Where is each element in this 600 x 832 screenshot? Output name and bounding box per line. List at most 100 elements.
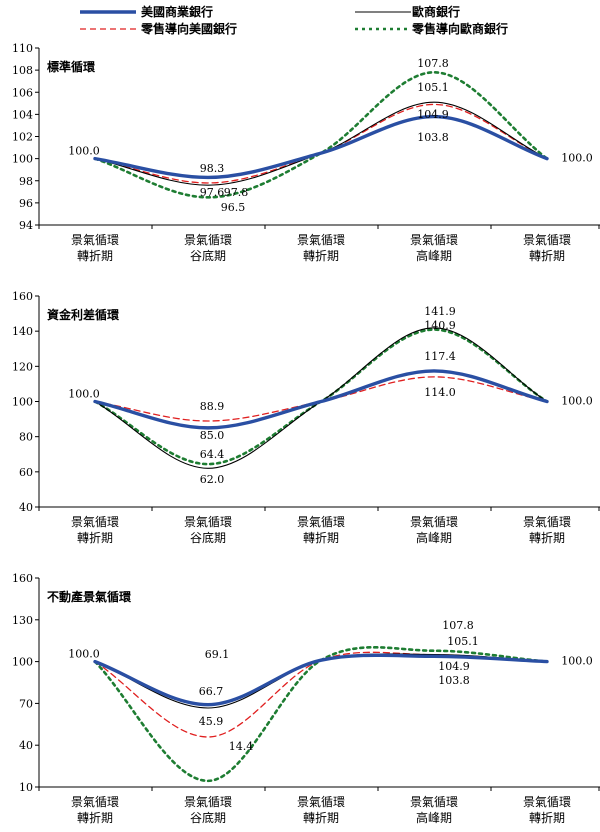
panel-title: 標準循環 — [47, 59, 96, 74]
y-tick-label: 104 — [12, 108, 33, 121]
data-label: 45.9 — [199, 715, 224, 728]
x-category-label: 景氣循環 — [184, 233, 232, 247]
y-tick-label: 140 — [12, 325, 33, 338]
y-tick-label: 108 — [12, 64, 33, 77]
data-label: 104.9 — [417, 108, 449, 121]
data-label: 100.0 — [561, 152, 593, 165]
x-category-label: 轉折期 — [77, 248, 113, 263]
series-line — [93, 71, 549, 199]
x-category-label: 景氣循環 — [297, 515, 345, 529]
data-label: 100.0 — [68, 648, 100, 661]
series-line — [93, 653, 549, 707]
y-tick-label: 106 — [12, 86, 33, 99]
y-tick-label: 100 — [12, 396, 33, 409]
x-category-label: 景氣循環 — [523, 795, 571, 809]
series-line — [93, 369, 549, 430]
x-category-label: 景氣循環 — [410, 795, 458, 809]
data-label: 97.8 — [224, 186, 249, 199]
data-label: 105.1 — [447, 635, 479, 648]
data-label: 98.3 — [200, 162, 225, 175]
y-tick-label: 100 — [12, 656, 33, 669]
x-category-label: 景氣循環 — [297, 233, 345, 247]
y-tick-label: 40 — [19, 501, 33, 514]
x-category-label: 轉折期 — [303, 530, 339, 545]
y-tick-label: 80 — [19, 431, 33, 444]
y-tick-label: 110 — [12, 42, 33, 55]
data-label: 96.5 — [221, 201, 246, 214]
panel-title: 資金利差循環 — [47, 307, 120, 322]
series-line — [93, 328, 549, 466]
data-label: 100.0 — [561, 655, 593, 668]
x-category-label: 景氣循環 — [184, 515, 232, 529]
data-label: 69.1 — [205, 648, 230, 661]
x-category-label: 轉折期 — [77, 810, 113, 825]
series-line — [94, 376, 548, 422]
series-line — [94, 653, 548, 709]
data-label: 103.8 — [417, 131, 449, 144]
data-label: 141.9 — [424, 305, 456, 318]
x-category-label: 景氣循環 — [71, 515, 119, 529]
data-label: 14.4 — [229, 740, 254, 753]
legend-label: 歐商銀行 — [412, 4, 460, 19]
data-label: 66.7 — [199, 685, 224, 698]
chart-panels: 949698100102104106108110景氣循環轉折期景氣循環谷底期景氣… — [12, 42, 600, 825]
data-label: 88.9 — [200, 400, 225, 413]
data-label: 100.0 — [68, 145, 100, 158]
series-line — [93, 646, 549, 783]
chart-panel-3: 104070100130160景氣循環轉折期景氣循環谷底期景氣循環轉折期景氣循環… — [12, 572, 600, 825]
x-category-label: 景氣循環 — [71, 795, 119, 809]
x-category-label: 景氣循環 — [410, 515, 458, 529]
chart-panel-2: 406080100120140160景氣循環轉折期景氣循環谷底期景氣循環轉折期景… — [12, 290, 600, 545]
x-category-label: 轉折期 — [529, 248, 565, 263]
legend-label: 美國商業銀行 — [141, 4, 213, 19]
y-tick-label: 94 — [19, 219, 33, 232]
y-tick-label: 160 — [12, 572, 33, 585]
y-tick-label: 40 — [19, 739, 33, 752]
data-label: 107.8 — [442, 619, 474, 632]
data-label: 62.0 — [200, 473, 225, 486]
data-label: 100.0 — [68, 388, 100, 401]
x-category-label: 景氣循環 — [410, 233, 458, 247]
x-category-label: 谷底期 — [190, 530, 226, 545]
x-category-label: 轉折期 — [303, 810, 339, 825]
x-category-label: 轉折期 — [77, 530, 113, 545]
panel-title: 不動產景氣循環 — [47, 589, 132, 604]
x-category-label: 景氣循環 — [184, 795, 232, 809]
y-tick-label: 160 — [12, 290, 33, 303]
y-tick-label: 102 — [12, 131, 33, 144]
y-tick-label: 130 — [12, 614, 33, 627]
y-tick-label: 120 — [12, 360, 33, 373]
chart-panel-1: 949698100102104106108110景氣循環轉折期景氣循環谷底期景氣… — [12, 42, 600, 263]
data-label: 140.9 — [424, 319, 456, 332]
data-label: 104.9 — [438, 660, 470, 673]
x-category-label: 景氣循環 — [523, 515, 571, 529]
data-label: 117.4 — [424, 350, 456, 363]
data-label: 97.6 — [200, 186, 225, 199]
y-tick-label: 70 — [19, 697, 33, 710]
x-category-label: 景氣循環 — [297, 795, 345, 809]
x-category-label: 高峰期 — [416, 810, 452, 825]
data-label: 105.1 — [417, 81, 449, 94]
y-tick-label: 96 — [19, 197, 33, 210]
x-category-label: 轉折期 — [529, 530, 565, 545]
data-label: 107.8 — [417, 57, 449, 70]
x-category-label: 高峰期 — [416, 248, 452, 263]
data-label: 64.4 — [200, 448, 225, 461]
x-category-label: 景氣循環 — [71, 233, 119, 247]
x-category-label: 轉折期 — [529, 810, 565, 825]
data-label: 85.0 — [200, 429, 225, 442]
series-line — [93, 114, 549, 180]
data-label: 100.0 — [561, 395, 593, 408]
data-label: 114.0 — [424, 386, 456, 399]
x-category-label: 高峰期 — [416, 530, 452, 545]
y-tick-label: 100 — [12, 153, 33, 166]
y-tick-label: 10 — [19, 781, 33, 794]
series-line — [94, 651, 548, 738]
y-tick-label: 60 — [19, 466, 33, 479]
x-category-label: 轉折期 — [303, 248, 339, 263]
x-category-label: 谷底期 — [190, 248, 226, 263]
x-category-label: 谷底期 — [190, 810, 226, 825]
x-category-label: 景氣循環 — [523, 233, 571, 247]
